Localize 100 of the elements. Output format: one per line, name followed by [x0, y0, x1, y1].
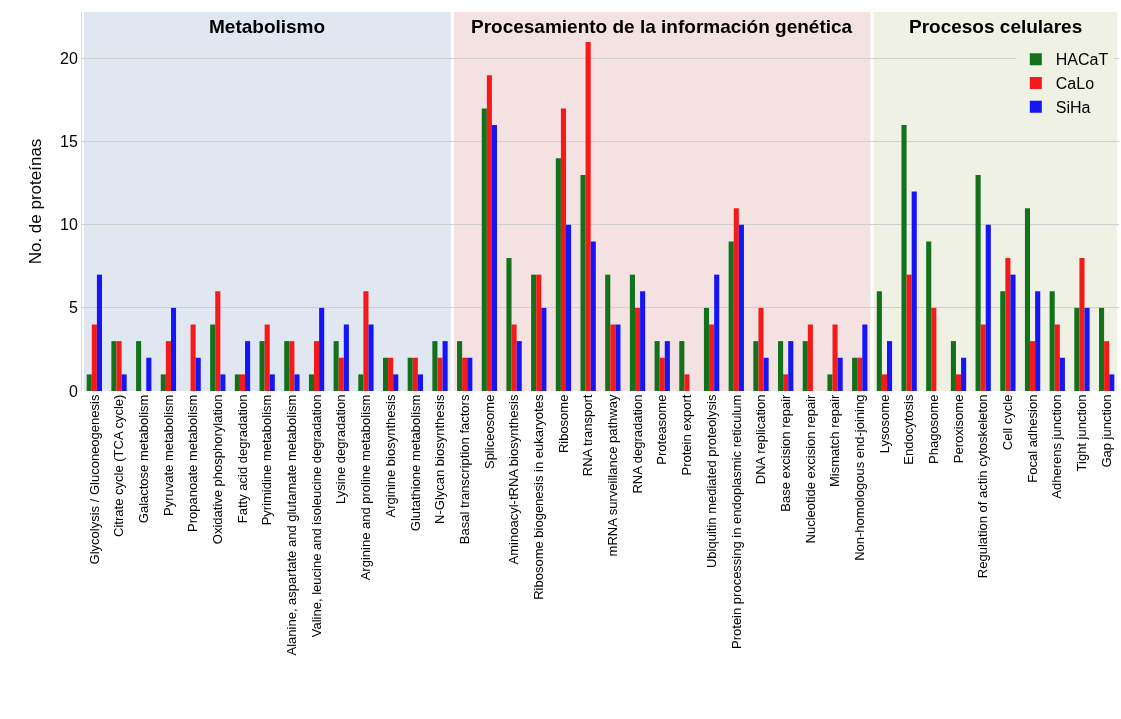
- x-tick-label: Arginine biosynthesis: [382, 394, 398, 518]
- bar: [363, 291, 369, 391]
- bar: [259, 341, 265, 391]
- bar: [491, 125, 498, 391]
- y-tick-label: 20: [60, 50, 78, 68]
- bar: [605, 274, 611, 391]
- bar: [432, 341, 438, 391]
- x-tick-label: Aminoacyl-tRNA biosynthesis: [506, 394, 522, 565]
- x-tick-label: Nucleotide excision repair: [802, 393, 818, 544]
- x-tick-label: Gap junction: [1098, 394, 1114, 468]
- legend-label: HACaT: [1055, 51, 1109, 69]
- x-tick-label: Mismatch repair: [827, 393, 843, 488]
- bar: [170, 307, 177, 391]
- bar: [358, 374, 364, 391]
- bar: [541, 307, 547, 391]
- bar: [684, 374, 690, 391]
- x-tick-label: Adherens junction: [1049, 394, 1065, 499]
- x-tick-label: Cell cycle: [1000, 394, 1016, 451]
- bar: [980, 324, 986, 391]
- bar: [714, 274, 720, 391]
- x-tick-label: Regulation of actin cytoskeleton: [975, 394, 991, 579]
- y-tick-label: 15: [60, 133, 78, 151]
- bar: [462, 357, 468, 391]
- bar: [319, 307, 325, 391]
- bar: [802, 341, 808, 391]
- x-tick-label: Lysine degradation: [333, 394, 349, 504]
- bar: [338, 357, 344, 391]
- bar: [931, 307, 937, 391]
- bar: [1099, 307, 1105, 391]
- bar: [629, 274, 635, 391]
- bar: [215, 291, 221, 391]
- bar: [753, 341, 759, 391]
- bar: [146, 357, 152, 391]
- bar: [837, 357, 843, 391]
- y-tick-label: 5: [68, 299, 78, 317]
- bar: [412, 357, 418, 391]
- x-tick-label: Glycolysis / Gluconeogenesis: [86, 394, 102, 565]
- bar: [778, 341, 784, 391]
- bar: [1010, 274, 1016, 391]
- x-tick-label: Protein export: [679, 394, 695, 476]
- bar: [1079, 258, 1085, 391]
- bar: [308, 374, 315, 391]
- bar: [832, 324, 838, 391]
- y-tick-label: 10: [60, 216, 78, 234]
- bar: [437, 357, 443, 391]
- bar: [950, 341, 956, 391]
- bar: [659, 357, 665, 391]
- bar: [610, 324, 616, 391]
- bar: [881, 374, 887, 391]
- bar: [195, 357, 201, 391]
- bar: [1104, 341, 1110, 391]
- x-tick-label: Fatty acid degradation: [234, 394, 250, 524]
- x-tick-label: Oxidative phosphorylation: [210, 394, 226, 545]
- bar: [314, 341, 320, 391]
- bar: [901, 125, 907, 391]
- bar: [1054, 324, 1060, 391]
- bar: [728, 241, 734, 391]
- bar: [852, 357, 858, 391]
- bar: [555, 158, 561, 391]
- bar: [442, 341, 448, 391]
- bar: [210, 324, 216, 391]
- bar: [531, 274, 537, 391]
- bar: [1059, 357, 1065, 391]
- bar: [160, 374, 166, 391]
- x-tick-label: Protein processing in endoplasmic reticulum: [728, 394, 744, 649]
- bar: [1109, 374, 1115, 391]
- bar: [190, 324, 196, 391]
- x-tick-label: Focal adhesion: [1024, 394, 1040, 483]
- bar: [975, 174, 981, 391]
- bar: [1030, 341, 1036, 391]
- bar: [827, 374, 833, 391]
- x-tick-label: Basal transcription factors: [456, 394, 472, 545]
- x-tick-label: RNA transport: [580, 394, 596, 477]
- bar: [388, 357, 394, 391]
- bar: [220, 374, 226, 391]
- bar: [738, 224, 744, 391]
- bar: [1084, 307, 1090, 391]
- bar: [679, 341, 685, 391]
- bar: [911, 191, 917, 391]
- x-tick-label: Ubiquitin mediated proteolysis: [703, 394, 719, 569]
- x-tick-label: Proteasome: [654, 394, 670, 465]
- bar: [961, 357, 967, 391]
- bar: [1000, 291, 1006, 391]
- bar: [758, 307, 764, 391]
- bar: [733, 208, 739, 391]
- bar: [1049, 291, 1055, 391]
- bar: [136, 341, 142, 391]
- x-tick-label: Non-homologous end-joining: [851, 394, 867, 561]
- bar: [763, 357, 769, 391]
- bar: [585, 41, 591, 391]
- bar: [264, 324, 270, 391]
- bar: [1074, 307, 1080, 391]
- x-tick-label: Propanoate metabolism: [185, 394, 201, 532]
- bar: [807, 324, 813, 391]
- legend-label: CaLo: [1055, 75, 1095, 93]
- bar: [654, 341, 660, 391]
- bar: [96, 274, 102, 391]
- bar: [481, 108, 487, 391]
- x-tick-label: DNA replication: [753, 394, 769, 485]
- bar: [86, 374, 92, 391]
